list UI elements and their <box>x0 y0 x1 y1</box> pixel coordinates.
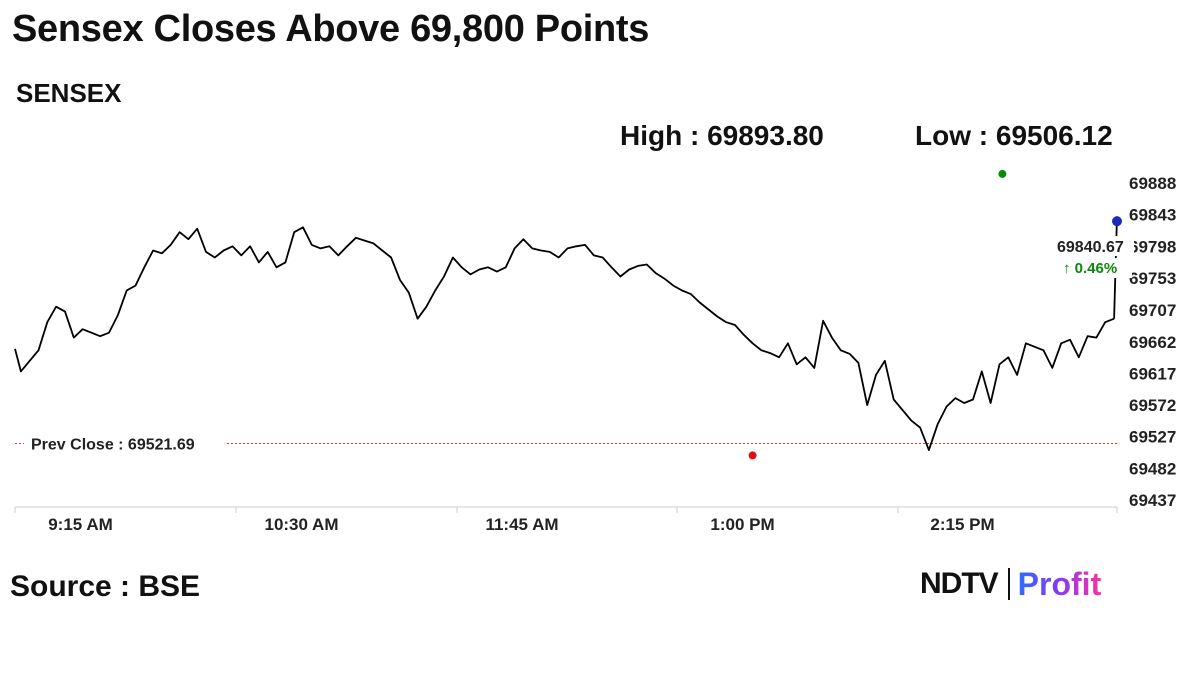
y-tick-label: 69437 <box>1129 491 1176 510</box>
y-tick-label: 69888 <box>1129 174 1176 193</box>
y-tick-label: 69843 <box>1129 206 1176 225</box>
y-tick-label: 69707 <box>1129 301 1176 320</box>
index-name: SENSEX <box>16 78 122 108</box>
prev-close-label-bg <box>24 432 226 453</box>
ndtv-profit-logo: NDTV Profit <box>920 566 1101 602</box>
y-tick-label: 69798 <box>1129 237 1176 256</box>
day-low-marker <box>748 451 757 460</box>
change-percent-label: ↑ 0.46% <box>1063 260 1117 277</box>
change-label-bg <box>1062 258 1132 278</box>
prev-close-label: Prev Close : 69521.69 <box>31 436 195 453</box>
x-tick-label: 10:30 AM <box>264 515 338 534</box>
x-tick-label: 9:15 AM <box>48 515 113 534</box>
y-tick-label: 69572 <box>1129 396 1176 415</box>
day-high-marker <box>998 169 1007 178</box>
high-stat: High : 69893.80 <box>620 120 824 151</box>
y-tick-label: 69527 <box>1129 428 1176 447</box>
y-tick-label: 69482 <box>1129 459 1176 478</box>
logo-divider <box>1007 568 1010 600</box>
low-stat: Low : 69506.12 <box>915 120 1113 151</box>
x-tick-label: 2:15 PM <box>930 515 994 534</box>
source-label: Source : BSE <box>10 570 201 603</box>
x-tick-label: 1:00 PM <box>710 515 774 534</box>
y-tick-label: 69662 <box>1129 333 1176 352</box>
logo-profit-text: Profit <box>1017 565 1102 602</box>
last-price-label-bg <box>1056 236 1134 256</box>
last-price-marker <box>1112 216 1122 227</box>
logo-ndtv-text: NDTV <box>920 567 999 600</box>
y-tick-label: 69753 <box>1129 269 1176 288</box>
sensex-price-line <box>14 226 1115 451</box>
headline: Sensex Closes Above 69,800 Points <box>12 8 650 50</box>
last-price-label: 69840.67 <box>1057 239 1124 256</box>
x-tick-label: 11:45 AM <box>485 515 558 534</box>
y-tick-label: 69617 <box>1129 364 1176 383</box>
